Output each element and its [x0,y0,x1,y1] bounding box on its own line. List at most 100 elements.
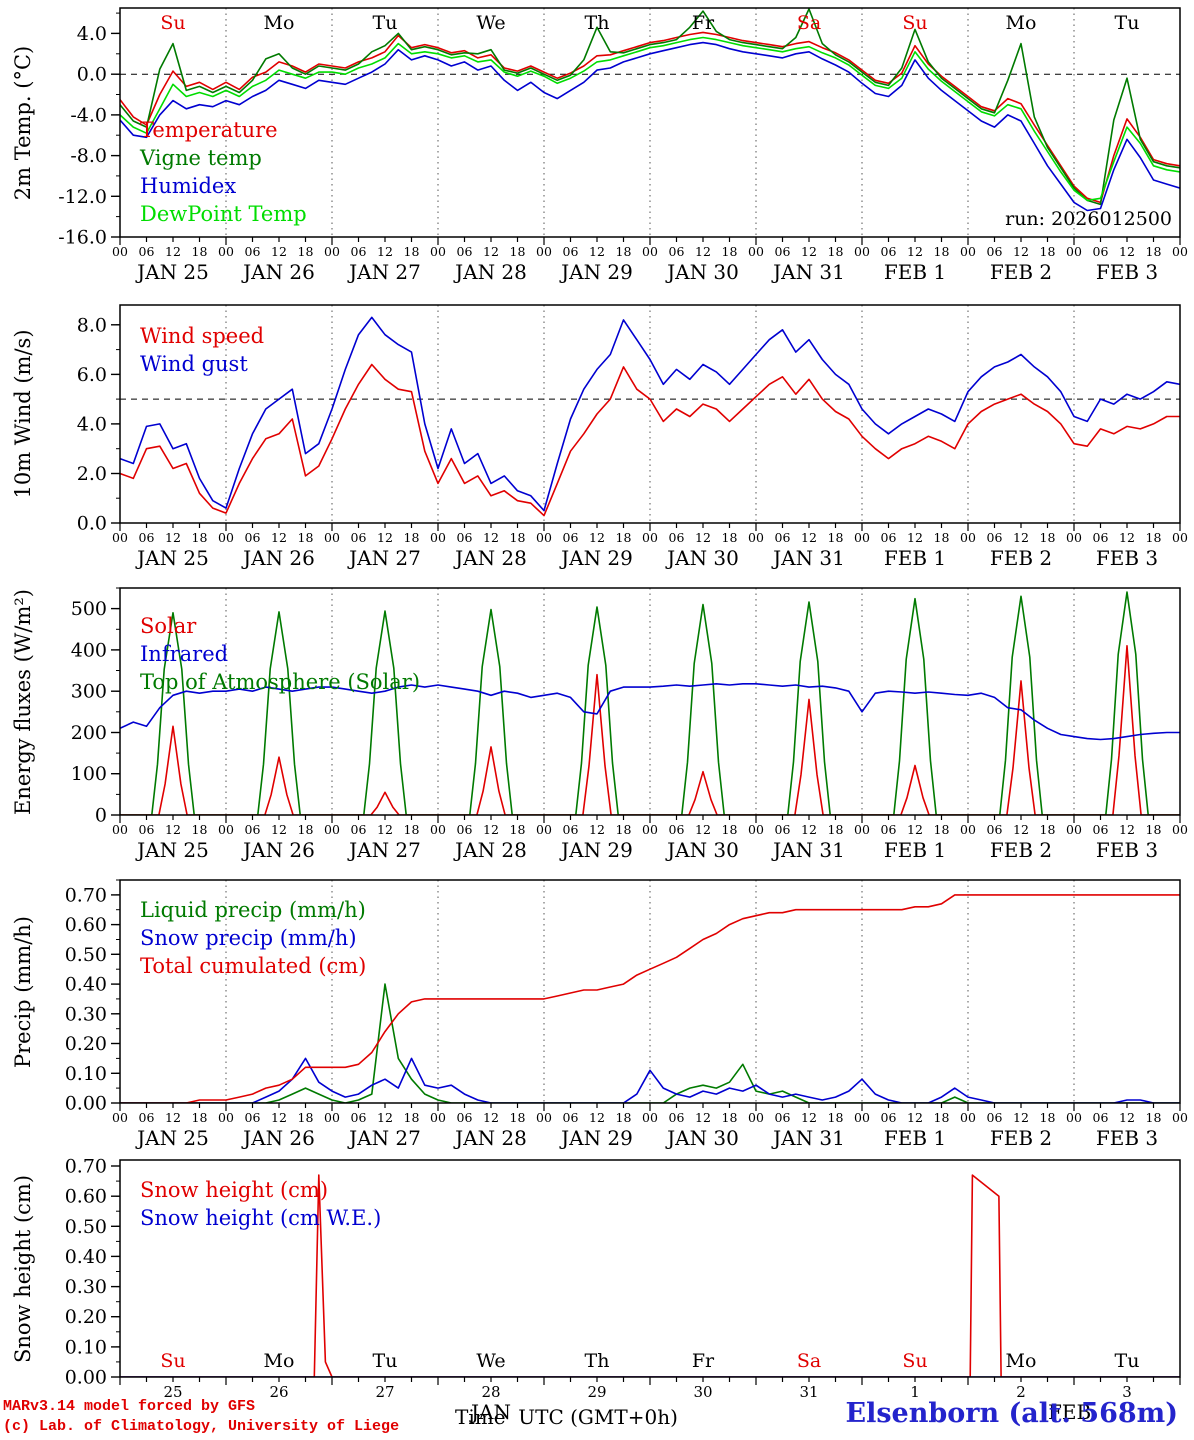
date-label: JAN 27 [347,838,421,862]
hour-tick-label: 06 [245,822,261,837]
series-temperature [120,31,1180,204]
hour-tick-label: 18 [1040,530,1056,545]
y-tick-label: 100 [71,763,107,785]
run-label: run: 2026012500 [1005,208,1172,230]
hour-tick-label: 12 [589,1110,605,1125]
hour-tick-label: 06 [987,530,1003,545]
hour-tick-label: 12 [483,822,499,837]
legend-liquid-precip-mm-h: Liquid precip (mm/h) [140,898,366,922]
date-label: JAN 28 [453,260,527,284]
day-name-label: Su [902,1350,927,1372]
hour-tick-label: 12 [1119,244,1135,259]
hour-tick-label: 00 [430,1110,446,1125]
hour-tick-label: 06 [669,530,685,545]
hour-tick-label: 00 [1066,530,1082,545]
hour-tick-label: 18 [722,1110,738,1125]
hour-tick-label: 00 [748,822,764,837]
hour-tick-label: 06 [351,530,367,545]
series-dewpoint-temp [120,36,1180,202]
date-label: FEB 2 [990,838,1052,862]
hour-tick-label: 06 [457,822,473,837]
hour-tick-label: 12 [377,1110,393,1125]
hour-tick-label: 18 [404,530,420,545]
legend-snow-precip-mm-h: Snow precip (mm/h) [140,926,357,950]
hour-tick-label: 18 [404,1110,420,1125]
day-name-label: Th [585,12,610,34]
hour-tick-label: 12 [377,244,393,259]
y-tick-label: 400 [71,639,107,661]
date-label: FEB 2 [990,260,1052,284]
hour-tick-label: 00 [536,1110,552,1125]
hour-tick-label: 18 [1040,822,1056,837]
date-label: JAN 29 [559,1126,633,1150]
hour-tick-label: 06 [563,822,579,837]
date-label: FEB 3 [1096,838,1158,862]
hour-tick-label: 00 [1172,530,1188,545]
day-number-label: 30 [693,1383,712,1401]
hour-tick-label: 06 [669,244,685,259]
panel-frame [119,304,1181,524]
hour-tick-label: 00 [960,822,976,837]
hour-tick-label: 06 [669,1110,685,1125]
hour-tick-label: 12 [165,530,181,545]
hour-tick-label: 12 [801,1110,817,1125]
date-label: JAN 31 [771,546,845,570]
day-name-label: Mo [264,12,295,34]
month-label: FEB [1048,1400,1091,1424]
hour-tick-label: 00 [854,822,870,837]
date-label: JAN 29 [559,546,633,570]
hour-tick-label: 18 [722,530,738,545]
series-wind-speed [120,363,1180,517]
hour-tick-label: 06 [245,244,261,259]
day-name-label: Su [902,12,927,34]
y-tick-label: 0.0 [77,513,107,535]
hour-tick-label: 00 [112,1110,128,1125]
date-label: JAN 26 [241,260,315,284]
hour-tick-label: 18 [828,822,844,837]
hour-tick-label: 18 [298,822,314,837]
day-name-label: Tu [1115,12,1140,34]
hour-tick-label: 00 [218,244,234,259]
date-label: JAN 28 [453,1126,527,1150]
day-name-label: We [476,1350,505,1372]
hour-tick-label: 18 [404,822,420,837]
hour-tick-label: 18 [510,530,526,545]
legend-temperature: Temperature [140,118,278,142]
hour-tick-label: 00 [1066,244,1082,259]
hour-tick-label: 00 [430,244,446,259]
date-label: FEB 1 [884,838,946,862]
legend-total-cumulated-cm: Total cumulated (cm) [140,954,366,978]
y-tick-label: 0.10 [65,1336,107,1358]
hour-tick-label: 18 [298,244,314,259]
y-tick-label: 4.0 [77,413,107,435]
hour-tick-label: 00 [218,1110,234,1125]
legend-wind-gust: Wind gust [140,352,248,376]
hour-tick-label: 18 [404,244,420,259]
hour-tick-label: 12 [271,244,287,259]
hour-tick-label: 18 [722,822,738,837]
date-label: JAN 31 [771,260,845,284]
hour-tick-label: 18 [1146,530,1162,545]
date-label: JAN 30 [665,546,739,570]
date-label: JAN 25 [135,260,209,284]
hour-tick-label: 06 [351,822,367,837]
y-tick-label: -12.0 [58,186,107,208]
date-label: JAN 26 [241,546,315,570]
date-label: FEB 1 [884,260,946,284]
day-number-label: 31 [799,1383,818,1401]
hour-tick-label: 00 [536,822,552,837]
y-tick-label: 0.00 [65,1093,107,1115]
date-label: JAN 27 [347,1126,421,1150]
y-tick-label: 8.0 [77,314,107,336]
hour-tick-label: 06 [775,244,791,259]
hour-tick-label: 06 [563,1110,579,1125]
legend-vigne-temp: Vigne temp [139,146,262,170]
date-label: JAN 30 [665,260,739,284]
series-infrared [120,682,1180,741]
y-tick-label: 0.50 [65,944,107,966]
hour-tick-label: 06 [987,244,1003,259]
hour-tick-label: 12 [1013,822,1029,837]
legend-solar: Solar [140,614,197,638]
series-snow-precip [120,1057,1180,1103]
